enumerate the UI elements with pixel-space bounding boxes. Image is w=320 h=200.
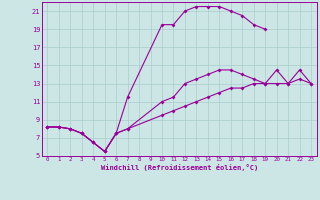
X-axis label: Windchill (Refroidissement éolien,°C): Windchill (Refroidissement éolien,°C) (100, 164, 258, 171)
